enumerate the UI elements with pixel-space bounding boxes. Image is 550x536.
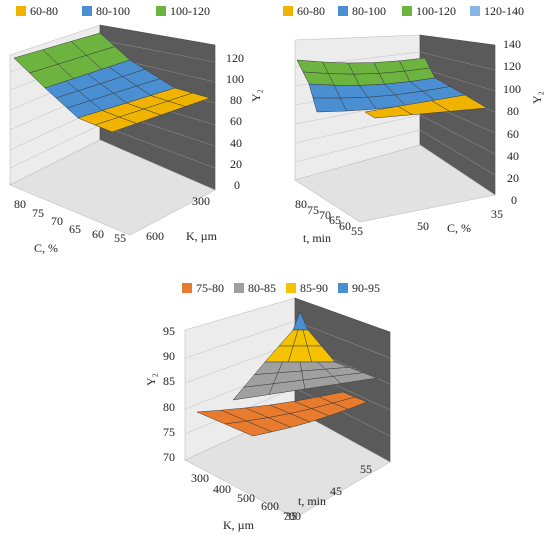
z-tick-label: 0 (234, 178, 240, 192)
z-tick-label: 100 (503, 82, 521, 96)
x-axis-ticks: 80 75 70 65 60 55 (14, 197, 126, 245)
x-tick-label: 600 (261, 499, 279, 513)
y-tick-label: 45 (330, 484, 342, 498)
x-tick-label: 60 (92, 227, 104, 241)
legend-label: 100-120 (170, 4, 210, 18)
y-tick-label: 600 (146, 229, 164, 243)
legend-label: 85-90 (300, 281, 328, 295)
z-tick-label: 0 (511, 193, 517, 207)
legend-swatch (338, 283, 348, 293)
x-tick-label: 55 (114, 231, 126, 245)
x-tick-label: 55 (351, 224, 363, 238)
legend-label: 75-80 (196, 281, 224, 295)
legend: 75-80 80-85 85-90 90-95 (182, 281, 380, 295)
surface-cell (332, 372, 378, 384)
z-axis-ticks: 140 120 100 80 60 40 20 0 (503, 37, 521, 207)
legend-label: 60-80 (297, 4, 325, 18)
y-axis-label: t, min (298, 494, 326, 508)
legend-label: 80-100 (352, 4, 386, 18)
y-tick-label: 35 (285, 509, 297, 523)
z-axis-label: Y₂ (530, 91, 544, 104)
surface-chart-2: 60-80 80-100 100-120 120-140 140 120 100… (283, 4, 544, 245)
legend-swatch (402, 6, 412, 16)
x-axis-ticks: 80 75 70 65 60 55 (295, 197, 363, 238)
x-tick-label: 75 (32, 206, 44, 220)
surface (196, 311, 378, 437)
surface-chart-1: 60-80 80-100 100-120 120 100 80 60 40 20… (9, 4, 263, 255)
x-tick-label: 60 (339, 219, 351, 233)
z-tick-label: 40 (507, 149, 519, 163)
z-tick-label: 90 (163, 349, 175, 363)
y-axis-label: K, µm (186, 229, 218, 243)
x-axis-label: C, % (34, 241, 58, 255)
x-axis-label: t, min (303, 231, 331, 245)
y-tick-label: 300 (192, 194, 210, 208)
z-tick-label: 85 (163, 374, 175, 388)
z-tick-label: 100 (226, 72, 244, 86)
z-tick-label: 70 (163, 450, 175, 464)
floor (294, 144, 496, 223)
x-tick-label: 300 (191, 471, 209, 485)
legend-swatch (16, 6, 26, 16)
x-tick-label: 500 (237, 491, 255, 505)
y-tick-label: 35 (491, 207, 503, 221)
z-tick-label: 40 (230, 136, 242, 150)
z-tick-label: 20 (230, 157, 242, 171)
surface-cell (167, 92, 211, 107)
z-tick-label: 75 (163, 425, 175, 439)
z-tick-label: 60 (507, 127, 519, 141)
legend-swatch (338, 6, 348, 16)
z-tick-label: 140 (503, 37, 521, 51)
z-axis-ticks: 95 90 85 80 75 70 (163, 324, 175, 464)
x-tick-label: 70 (51, 214, 63, 228)
legend-label: 80-100 (96, 4, 130, 18)
x-axis-ticks: 300 400 500 600 700 (191, 471, 301, 523)
x-tick-label: 80 (14, 197, 26, 211)
y-tick-label: 50 (417, 219, 429, 233)
surface (296, 57, 488, 119)
x-tick-label: 70 (319, 208, 331, 222)
legend-swatch (182, 283, 192, 293)
x-tick-label: 65 (69, 222, 81, 236)
legend-label: 100-120 (416, 4, 456, 18)
floor (9, 139, 216, 236)
x-tick-label: 700 (283, 509, 301, 523)
z-tick-label: 80 (507, 104, 519, 118)
z-tick-label: 80 (230, 93, 242, 107)
legend-swatch (82, 6, 92, 16)
x-tick-label: 65 (329, 213, 341, 227)
legend-label: 90-95 (352, 281, 380, 295)
surface-cell (332, 396, 368, 410)
z-tick-label: 80 (163, 400, 175, 414)
legend: 60-80 80-100 100-120 120-140 (283, 4, 524, 18)
legend-swatch (286, 283, 296, 293)
x-tick-label: 400 (213, 482, 231, 496)
legend-label: 80-85 (248, 281, 276, 295)
surface (13, 32, 211, 133)
legend-label: 60-80 (30, 4, 58, 18)
y-tick-label: 55 (360, 462, 372, 476)
z-tick-label: 120 (503, 59, 521, 73)
x-axis-label: K, µm (223, 518, 255, 532)
x-tick-label: 80 (295, 197, 307, 211)
legend: 60-80 80-100 100-120 (16, 4, 210, 18)
z-tick-label: 120 (226, 51, 244, 65)
z-axis-label: Y₂ (145, 373, 158, 386)
y-axis-label: C, % (447, 221, 471, 235)
legend-swatch (234, 283, 244, 293)
z-tick-label: 20 (507, 171, 519, 185)
legend-swatch (283, 6, 293, 16)
legend-swatch (156, 6, 166, 16)
surface-cell (430, 94, 488, 112)
z-tick-label: 95 (163, 324, 175, 338)
z-axis-label: Y₂ (249, 89, 263, 102)
x-tick-label: 75 (307, 203, 319, 217)
legend-label: 120-140 (484, 4, 524, 18)
z-tick-label: 60 (230, 114, 242, 128)
legend-swatch (470, 6, 480, 16)
surface-chart-3: 75-80 80-85 85-90 90-95 95 90 85 80 75 7… (145, 281, 391, 532)
z-axis-ticks: 120 100 80 60 40 20 0 (226, 51, 244, 192)
